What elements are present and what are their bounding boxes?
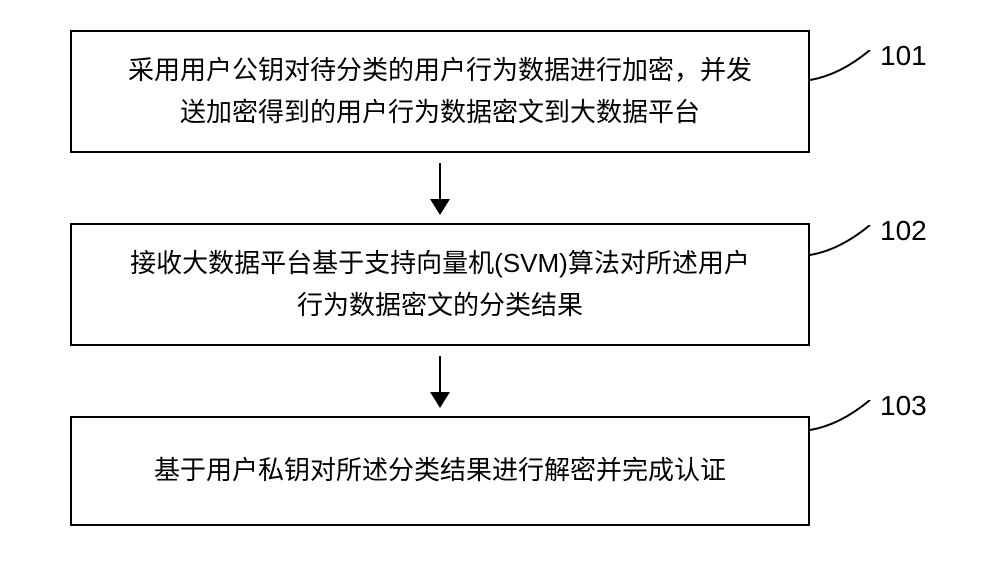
arrow-1 — [70, 153, 810, 223]
flowchart-step-3: 基于用户私钥对所述分类结果进行解密并完成认证 — [70, 416, 810, 526]
step-2-line-1: 接收大数据平台基于支持向量机(SVM)算法对所述用户 — [130, 248, 750, 278]
arrow-1-head — [430, 199, 450, 215]
step-3-label: 103 — [880, 390, 927, 422]
step-1-line-2: 送加密得到的用户行为数据密文到大数据平台 — [180, 97, 700, 127]
arrow-2-line — [439, 356, 441, 406]
step-1-text: 采用用户公钥对待分类的用户行为数据进行加密，并发 送加密得到的用户行为数据密文到… — [128, 50, 752, 133]
flowchart-step-1: 采用用户公钥对待分类的用户行为数据进行加密，并发 送加密得到的用户行为数据密文到… — [70, 30, 810, 153]
flowchart-container: 采用用户公钥对待分类的用户行为数据进行加密，并发 送加密得到的用户行为数据密文到… — [70, 30, 930, 526]
step-1-label: 101 — [880, 40, 927, 72]
connector-curve-1 — [810, 50, 880, 90]
step-2-label: 102 — [880, 215, 927, 247]
step-1-line-1: 采用用户公钥对待分类的用户行为数据进行加密，并发 — [128, 55, 752, 85]
arrow-2 — [70, 346, 810, 416]
step-3-line-1: 基于用户私钥对所述分类结果进行解密并完成认证 — [154, 455, 726, 485]
connector-curve-2 — [810, 225, 880, 265]
step-2-text: 接收大数据平台基于支持向量机(SVM)算法对所述用户 行为数据密文的分类结果 — [130, 243, 750, 326]
arrow-2-head — [430, 392, 450, 408]
step-3-text: 基于用户私钥对所述分类结果进行解密并完成认证 — [154, 450, 726, 492]
flowchart-step-2: 接收大数据平台基于支持向量机(SVM)算法对所述用户 行为数据密文的分类结果 — [70, 223, 810, 346]
connector-curve-3 — [810, 400, 880, 440]
arrow-1-line — [439, 163, 441, 213]
step-2-line-2: 行为数据密文的分类结果 — [297, 290, 583, 320]
